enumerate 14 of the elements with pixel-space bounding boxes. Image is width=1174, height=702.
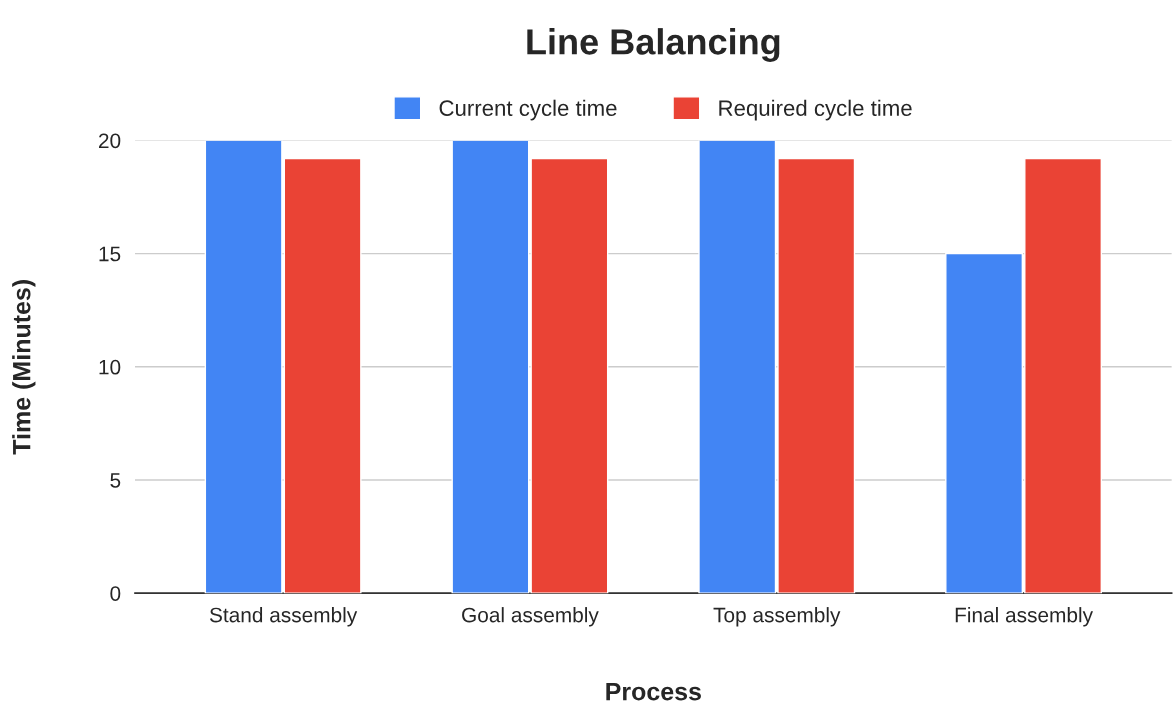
y-tick-label: 15 xyxy=(99,246,121,262)
chart-title: Line Balancing xyxy=(527,28,780,62)
x-tick-label: Top assembly xyxy=(713,607,841,627)
legend-label: Required cycle time xyxy=(719,99,912,121)
y-tick-label: 20 xyxy=(99,133,121,149)
x-tick-label: Goal assembly xyxy=(462,607,599,627)
legend-label: Current cycle time xyxy=(439,99,617,121)
x-axis-title: Process xyxy=(606,682,701,701)
x-tick-label: Stand assembly xyxy=(209,607,358,627)
y-axis-title: Time (Minutes) xyxy=(12,280,36,455)
x-tick-label: Final assembly xyxy=(955,607,1093,627)
y-tick-label: 5 xyxy=(110,473,121,488)
y-tick-label: 0 xyxy=(110,586,121,601)
y-tick-label: 10 xyxy=(99,359,121,375)
